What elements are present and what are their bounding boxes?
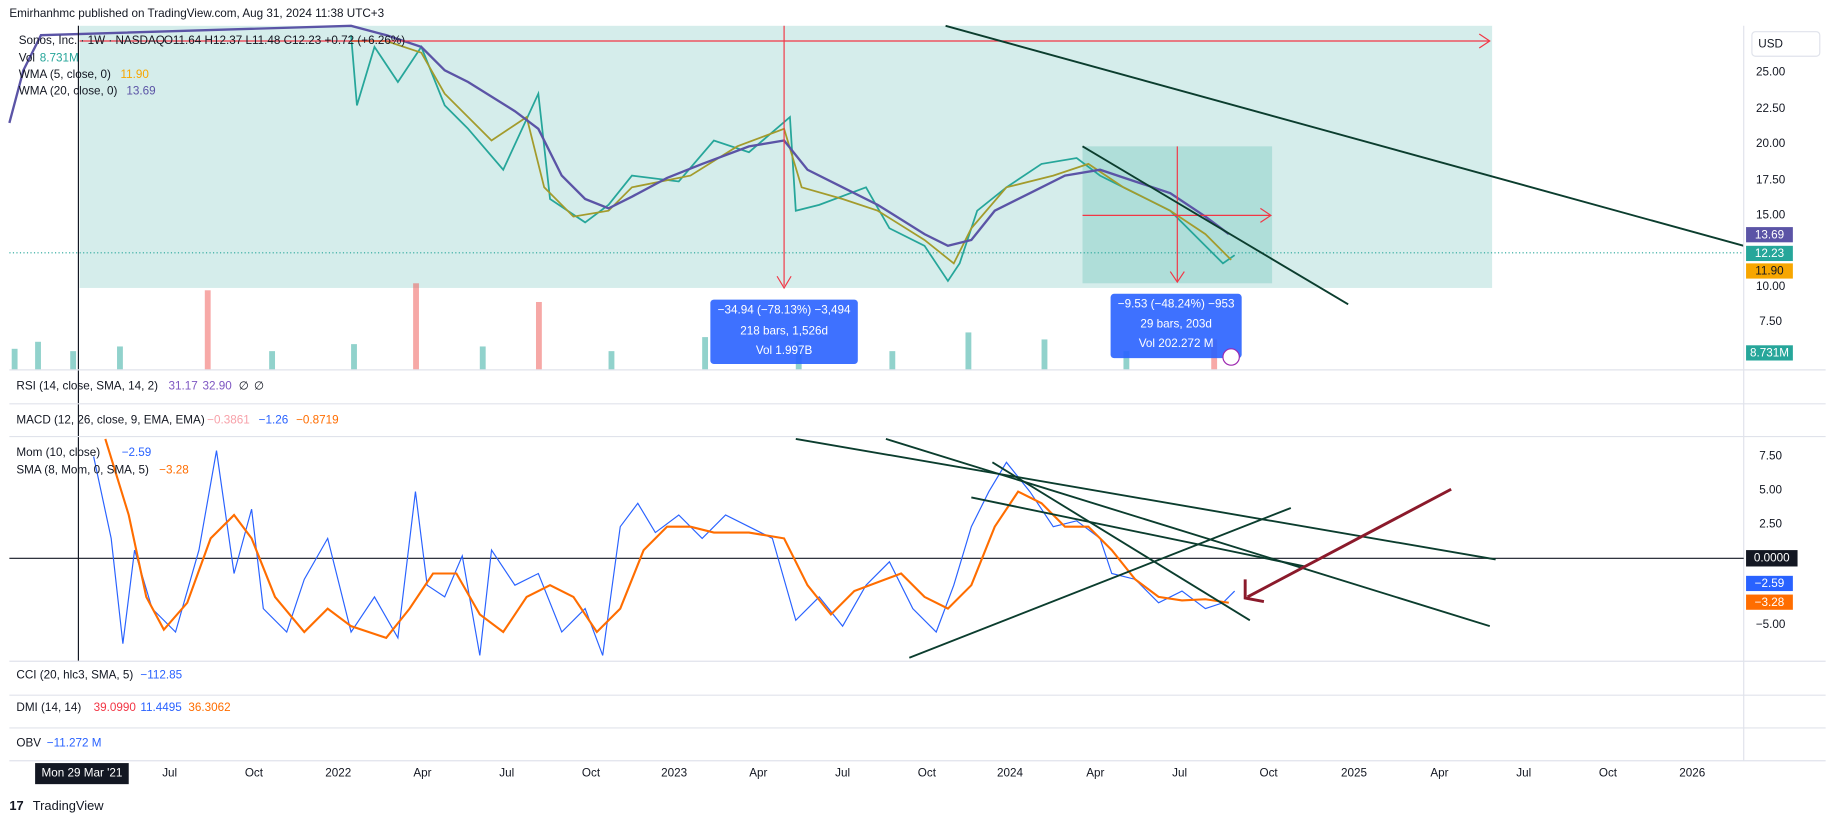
pane-value: −1.26: [259, 413, 289, 426]
pane-value: 39.0990: [94, 701, 137, 714]
pane-label: OBV: [16, 736, 41, 749]
measure-change: −9.53 (−48.24%) −953: [1118, 297, 1235, 310]
price-tick: 10.00: [1756, 280, 1786, 293]
pane-label: RSI (14, close, SMA, 14, 2): [16, 379, 158, 392]
time-label: 2023: [661, 767, 687, 780]
pane-value: −112.85: [140, 668, 182, 681]
price-tick: 17.50: [1756, 173, 1786, 186]
legend-ohlc: O11.64 H12.37 L11.48 C12.23 +0.72 (+6.26…: [164, 34, 405, 47]
pane-value: −3.28: [159, 464, 189, 477]
main-pane: Sonos, Inc. · 1W · NASDAQ O11.64 H12.37 …: [8, 24, 1744, 370]
trend-line: [945, 24, 1744, 247]
time-label: Apr: [1086, 767, 1104, 780]
legend-label: WMA (5, close, 0): [19, 68, 111, 81]
time-label: 2026: [1679, 767, 1705, 780]
price-tick: 25.00: [1756, 66, 1786, 79]
pane-label: MACD (12, 26, close, 9, EMA, EMA): [16, 413, 204, 426]
time-label: Jul: [1172, 767, 1187, 780]
time-label: Oct: [1599, 767, 1618, 780]
time-label: Oct: [1259, 767, 1278, 780]
mom-tick: 5.00: [1759, 484, 1782, 497]
pane-value: −11.272 M: [47, 736, 102, 749]
badge: −2.59: [1755, 577, 1785, 590]
trend-line: [1082, 145, 1349, 306]
pane-value: 11.4495: [140, 701, 182, 714]
time-label: 2025: [1341, 767, 1368, 780]
time-label: Jul: [1516, 767, 1531, 780]
legend-value: 11.90: [121, 68, 150, 81]
measure-bars: 29 bars, 203d: [1140, 317, 1211, 330]
mom-tick: 7.50: [1759, 450, 1782, 463]
time-label: Jul: [835, 767, 850, 780]
time-label: Oct: [582, 767, 601, 780]
measure-bars: 218 bars, 1,526d: [740, 324, 828, 337]
time-label: Apr: [1430, 767, 1448, 780]
legend-label: Vol: [19, 52, 35, 65]
pane-value: −2.59: [122, 446, 152, 459]
legend-value: 8.731M: [40, 52, 79, 65]
currency: USD: [1758, 38, 1783, 51]
time-axis: Mon 29 Mar '21 Jul Oct 2022 Apr Jul Oct 2023 Ap…: [35, 763, 1705, 785]
cursor-date: Mon 29 Mar '21: [41, 767, 122, 780]
mom-tick: −5.00: [1756, 618, 1786, 631]
pane-label: DMI (14, 14): [16, 701, 81, 714]
legend-value: 13.69: [126, 84, 155, 97]
pane-label: SMA (8, Mom, 0, SMA, 5): [16, 464, 149, 477]
pane-label: Mom (10, close): [16, 446, 100, 459]
badge: 13.69: [1755, 228, 1784, 241]
time-label: Oct: [918, 767, 937, 780]
pane-value: −0.8719: [296, 413, 339, 426]
badge: 8.731M: [1750, 347, 1789, 360]
mom-pane: Mom (10, close) −2.59 SMA (8, Mom, 0, SM…: [9, 437, 1798, 659]
pane-value: ∅: [239, 379, 249, 392]
price-tick: 20.00: [1756, 137, 1786, 150]
badge: −3.28: [1755, 596, 1785, 609]
mom-tick: 2.50: [1759, 517, 1782, 530]
measure-change: −34.94 (−78.13%) −3,494: [718, 303, 851, 316]
publisher: Emirhanhmc published on TradingView.com,…: [9, 7, 384, 20]
badge: 12.23: [1755, 247, 1784, 260]
volume-bars: [11, 283, 1218, 370]
measure-volume: Vol 202.272 M: [1139, 337, 1214, 350]
pane-value: ∅: [254, 379, 264, 392]
badge: 11.90: [1755, 265, 1784, 278]
logo: 17: [9, 798, 23, 813]
time-label: Jul: [499, 767, 514, 780]
pane-value: 32.90: [202, 379, 232, 392]
price-tick: 7.50: [1759, 315, 1782, 328]
time-label: Apr: [413, 767, 431, 780]
time-label: Jul: [162, 767, 177, 780]
pane-label: CCI (20, hlc3, SMA, 5): [16, 668, 133, 681]
price-axis: USD 25.00 22.50 20.00 17.50 15.00 10.00 …: [1746, 31, 1821, 361]
legend-label: WMA (20, close, 0): [19, 84, 118, 97]
price-tick: 22.50: [1756, 102, 1786, 115]
badge: 0.0000: [1754, 551, 1790, 564]
pane-value: −0.3861: [207, 413, 250, 426]
legend-symbol: Sonos, Inc. · 1W · NASDAQ: [19, 34, 165, 47]
pane-value: 36.3062: [188, 701, 230, 714]
time-label: Apr: [749, 767, 767, 780]
measure-volume: Vol 1.997B: [756, 344, 813, 357]
pane-value: 31.17: [169, 379, 198, 392]
time-label: Oct: [245, 767, 264, 780]
time-label: 2022: [325, 767, 351, 780]
range-box: [79, 25, 1493, 288]
time-label: 2024: [997, 767, 1024, 780]
price-tick: 15.00: [1756, 208, 1786, 221]
brand: TradingView: [33, 798, 104, 813]
